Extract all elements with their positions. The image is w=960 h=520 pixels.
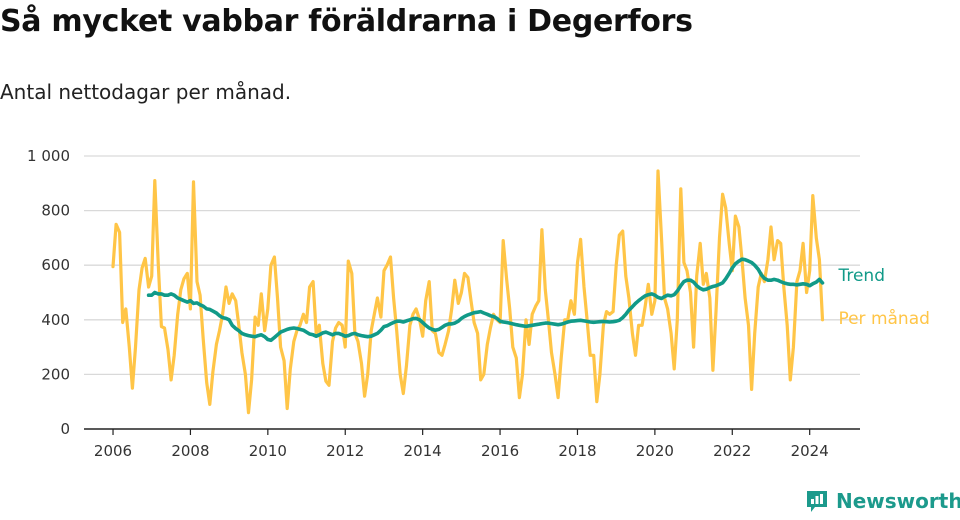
y-tick-label: 1 000 [27,147,70,165]
newsworthy-brand[interactable]: Newsworthy [804,488,960,514]
x-tick-label: 2014 [404,442,442,460]
y-tick-label: 0 [60,420,70,438]
monthly-series-line [111,169,825,415]
x-tick-label: 2008 [171,442,209,460]
x-tick-label: 2016 [481,442,519,460]
x-tick-label: 2024 [791,442,829,460]
x-tick-label: 2020 [636,442,674,460]
legend-label-trend: Trend [837,266,885,286]
x-tick-label: 2006 [94,442,132,460]
trend-series-line [146,257,825,343]
chart-subtitle: Antal nettodagar per månad. [0,80,292,104]
y-tick-label: 600 [41,256,70,274]
x-tick-label: 2022 [713,442,751,460]
y-tick-label: 800 [41,202,70,220]
x-tick-label: 2012 [326,442,364,460]
newsworthy-logo-icon [807,491,827,512]
x-tick-label: 2010 [249,442,287,460]
y-tick-label: 200 [41,365,70,383]
x-tick-label: 2018 [558,442,596,460]
y-tick-label: 400 [41,311,70,329]
chart-title: Så mycket vabbar föräldrarna i Degerfors [0,4,693,39]
brand-name: Newsworthy [836,489,960,513]
legend-label-monthly: Per månad [838,308,929,329]
